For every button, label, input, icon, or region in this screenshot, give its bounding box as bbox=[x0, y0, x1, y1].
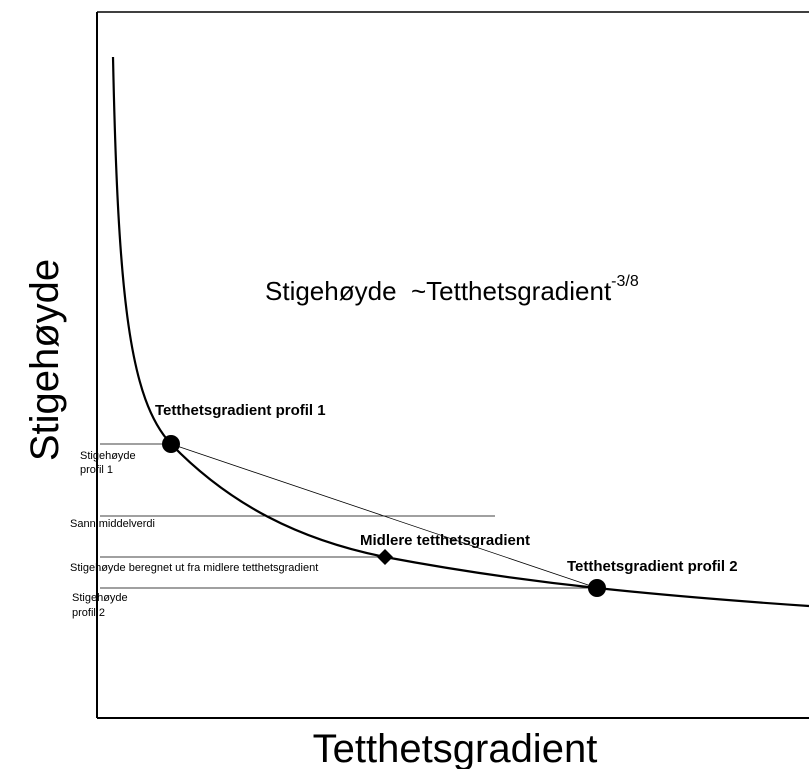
level-label: Stigehøyde beregnet ut fra midlere tetth… bbox=[70, 562, 318, 574]
title: Stigehøyde ~Tetthetsgradient-3/8 bbox=[265, 273, 639, 306]
level-label: Stigehøyde bbox=[80, 450, 136, 462]
level-label: profil 2 bbox=[72, 607, 105, 619]
secant-line bbox=[170, 443, 598, 589]
point-profile-2 bbox=[588, 579, 606, 597]
title-text: Stigehøyde ~Tetthetsgradient bbox=[265, 276, 612, 306]
level-label: Stigehøyde bbox=[72, 592, 128, 604]
x-axis-label: Tetthetsgradient bbox=[313, 727, 598, 769]
level-label: Sann middelverdi bbox=[70, 518, 155, 530]
curve bbox=[111, 56, 809, 608]
point-label: Tetthetsgradient profil 1 bbox=[155, 402, 326, 419]
point-profile-1 bbox=[162, 435, 180, 453]
title-exponent: -3/8 bbox=[611, 273, 639, 290]
point-label: Midlere tetthetsgradient bbox=[360, 532, 530, 549]
point-label: Tetthetsgradient profil 2 bbox=[567, 558, 738, 575]
point-mean bbox=[377, 549, 393, 565]
level-label: profil 1 bbox=[80, 464, 113, 476]
y-axis-label: Stigehøyde bbox=[23, 259, 67, 461]
